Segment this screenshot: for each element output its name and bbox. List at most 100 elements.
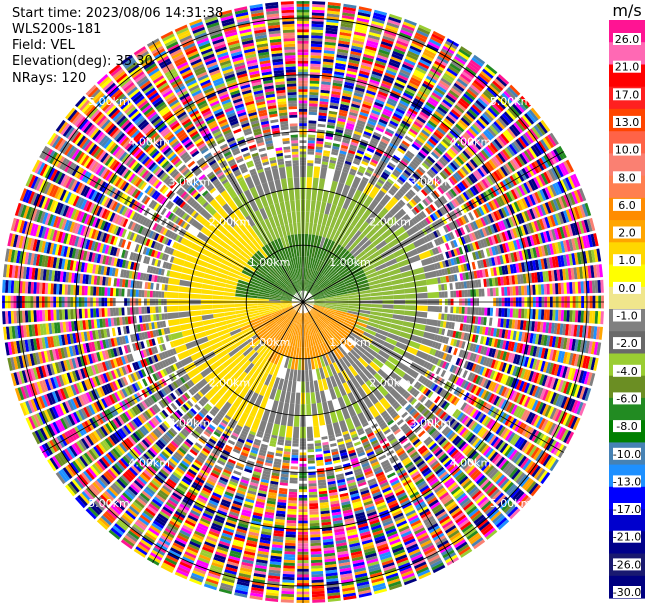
range-bin <box>483 130 493 141</box>
range-bin <box>475 119 486 130</box>
range-bin <box>407 82 419 90</box>
range-bin <box>509 286 513 296</box>
range-bin <box>322 155 330 160</box>
range-bin <box>360 64 372 71</box>
range-bin <box>308 477 317 481</box>
range-bin <box>565 254 571 266</box>
range-bin <box>321 282 332 290</box>
range-bin <box>352 160 360 166</box>
range-bin <box>324 138 333 143</box>
range-bin <box>553 269 558 281</box>
range-bin <box>304 233 308 246</box>
range-bin <box>309 511 319 515</box>
range-bin <box>491 246 497 256</box>
range-bin <box>433 263 439 270</box>
range-bin <box>286 520 297 524</box>
range-bin <box>323 55 335 60</box>
range-bin <box>434 211 441 219</box>
range-bin <box>474 155 483 165</box>
range-bin <box>538 121 548 134</box>
range-bin <box>319 103 328 108</box>
range-bin <box>334 284 346 291</box>
range-bin <box>390 56 402 63</box>
range-bin <box>361 136 370 142</box>
range-bin <box>476 75 489 86</box>
range-bin <box>380 82 392 90</box>
range-bin <box>473 79 485 90</box>
range-bin <box>462 133 472 143</box>
range-bin <box>347 186 357 200</box>
range-bin <box>404 305 417 311</box>
range-bin <box>352 136 361 142</box>
range-bin <box>453 248 458 257</box>
range-bin <box>342 197 352 210</box>
range-bin <box>454 158 463 167</box>
range-bin <box>363 155 371 161</box>
range-bin <box>593 249 599 263</box>
range-bin <box>399 199 406 206</box>
range-bin <box>464 224 471 233</box>
range-bin <box>484 307 488 316</box>
range-bin <box>307 437 314 442</box>
range-bin <box>404 135 414 143</box>
range-bin <box>415 223 422 231</box>
range-bin <box>282 402 290 415</box>
range-bin <box>419 164 428 172</box>
range-bin <box>305 279 309 291</box>
range-bin <box>502 149 511 160</box>
range-bin <box>502 219 509 229</box>
range-bin <box>306 188 312 201</box>
range-bin <box>380 174 388 180</box>
range-bin <box>567 224 574 237</box>
range-bin <box>449 63 462 72</box>
range-bin <box>310 284 319 294</box>
range-bin <box>394 152 402 159</box>
range-bin <box>396 164 405 171</box>
range-bin <box>381 113 391 120</box>
range-bin <box>384 183 391 189</box>
range-bin <box>337 195 346 208</box>
range-bin <box>314 299 326 302</box>
ray <box>309 46 473 293</box>
range-bin <box>448 275 453 282</box>
range-bin <box>316 235 322 248</box>
range-bin <box>332 143 340 148</box>
range-bin <box>355 23 368 29</box>
range-bin <box>544 187 552 199</box>
range-bin <box>481 164 490 175</box>
range-bin <box>306 426 314 439</box>
range-bin <box>354 273 366 280</box>
range-bin <box>473 270 478 279</box>
range-bin <box>560 195 568 208</box>
ray <box>310 84 521 295</box>
range-bin <box>458 217 465 226</box>
range-bin <box>504 308 508 318</box>
range-bin <box>343 275 355 283</box>
range-bin <box>447 250 453 258</box>
range-bin <box>531 126 541 139</box>
range-bin <box>392 154 401 162</box>
range-bin <box>308 137 316 141</box>
range-bin <box>590 233 596 247</box>
range-bin <box>334 134 342 139</box>
range-bin <box>393 194 401 201</box>
ray <box>312 119 551 296</box>
range-bin <box>467 160 476 170</box>
range-bin <box>284 551 296 555</box>
range-bin <box>585 250 590 264</box>
range-bin <box>450 221 457 230</box>
range-bin <box>422 209 429 217</box>
range-bin <box>446 150 455 159</box>
range-bin <box>387 64 399 71</box>
range-bin <box>309 514 319 518</box>
range-bin <box>309 380 315 393</box>
range-bin <box>436 262 441 269</box>
range-bin <box>461 306 465 314</box>
range-bin <box>536 272 541 283</box>
range-bin <box>283 559 295 564</box>
range-bin <box>404 293 417 299</box>
range-bin <box>531 207 539 219</box>
range-bin <box>468 108 478 118</box>
range-bin <box>462 191 470 201</box>
range-bin <box>342 252 353 263</box>
